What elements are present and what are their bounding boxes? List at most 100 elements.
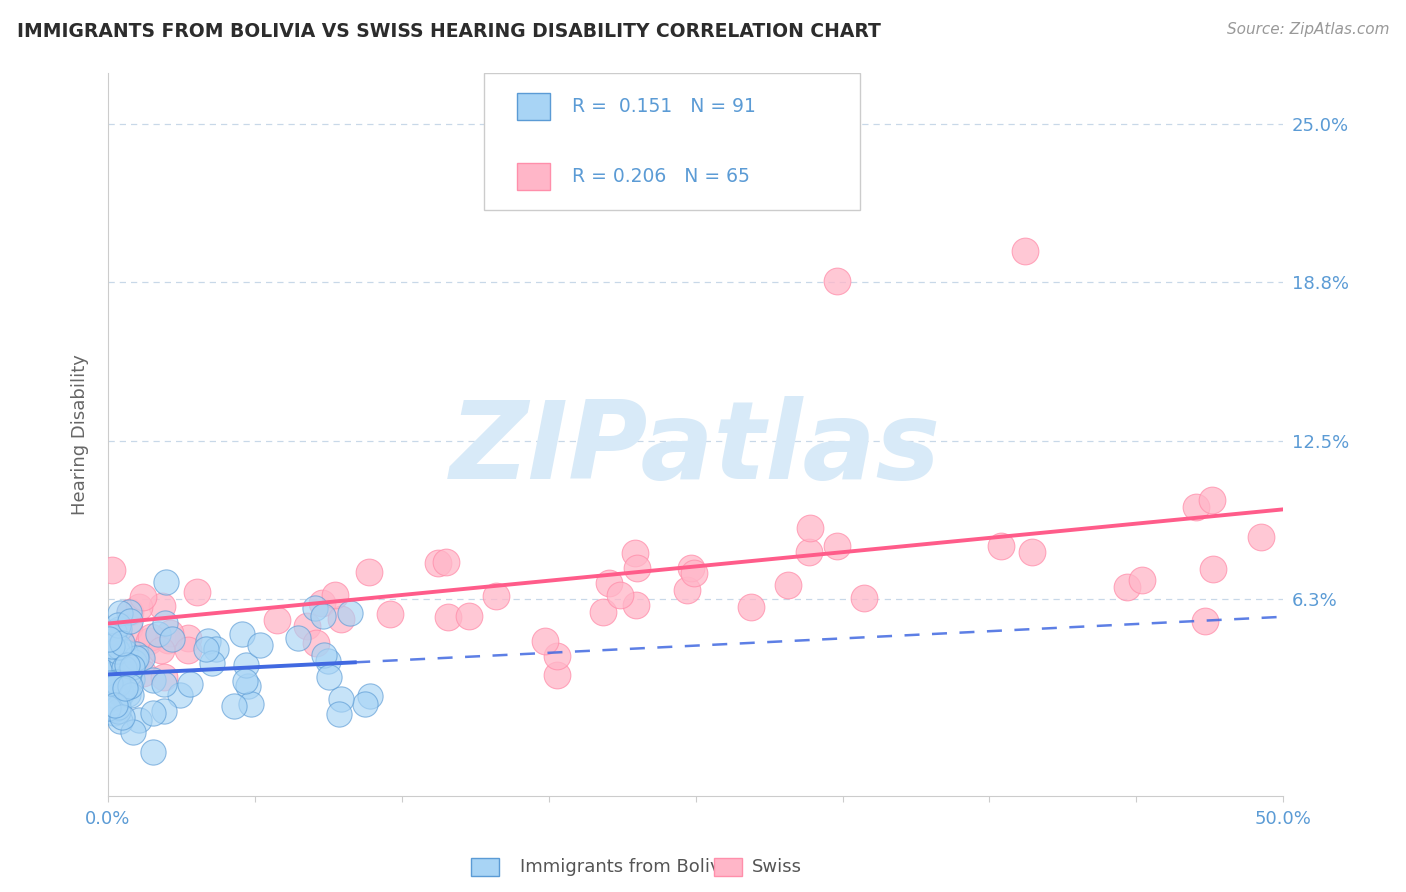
Point [124,651,146,665]
Point [155,616,177,631]
Point [114,645,136,659]
Point [101,695,124,709]
Point [103,657,125,671]
Point [98,681,121,696]
FancyBboxPatch shape [517,93,551,120]
Point [233,674,256,689]
Point [121,660,143,674]
Point [120,678,142,692]
Point [1185,500,1208,514]
Point [990,539,1012,553]
Point [162,632,184,646]
Point [111,683,134,698]
Point [328,706,350,721]
Point [108,686,131,700]
Point [626,561,648,575]
Point [118,605,141,619]
Point [679,561,702,575]
Point [107,704,129,718]
Point [107,627,129,641]
Point [118,605,141,619]
Point [98,651,121,665]
Point [304,601,326,615]
Point [339,607,361,621]
Point [159,626,181,640]
Point [266,613,288,627]
Point [1250,530,1272,544]
Point [110,687,132,701]
Point [118,666,141,681]
Point [120,688,142,702]
Point [305,636,328,650]
Point [235,657,257,672]
Point [316,654,339,668]
Point [142,745,165,759]
Point [142,706,165,720]
Point [110,686,132,700]
Point [117,687,139,701]
Point [121,672,143,686]
Point [153,677,176,691]
Point [740,600,762,615]
Point [108,690,131,705]
Point [107,676,129,690]
Point [104,698,127,712]
Point [485,589,508,603]
Point [111,636,134,650]
Point [103,706,125,720]
Point [128,599,150,614]
Point [105,642,128,657]
Point [103,624,125,639]
Point [378,607,401,622]
Point [155,575,177,590]
Point [148,627,170,641]
Point [118,621,141,635]
Point [98,676,121,690]
Point [122,655,145,669]
Point [111,653,134,667]
Point [609,588,631,602]
Text: Swiss: Swiss [752,858,803,876]
Point [108,633,131,648]
Point [118,614,141,628]
Point [825,274,848,288]
Point [122,724,145,739]
Text: Immigrants from Bolivia: Immigrants from Bolivia [520,858,737,876]
Point [546,667,568,681]
Point [108,606,131,620]
Point [100,627,122,641]
Point [799,520,821,534]
Point [353,698,375,712]
Point [1014,244,1036,258]
Point [329,692,352,706]
Point [141,630,163,644]
Point [186,585,208,599]
Point [132,666,155,681]
Point [434,555,457,569]
Text: IMMIGRANTS FROM BOLIVIA VS SWISS HEARING DISABILITY CORRELATION CHART: IMMIGRANTS FROM BOLIVIA VS SWISS HEARING… [17,22,880,41]
Text: R =  0.151   N = 91: R = 0.151 N = 91 [572,96,755,116]
Point [624,546,647,560]
Point [111,710,134,724]
Point [152,670,174,684]
Point [458,609,481,624]
Point [359,565,381,579]
Point [797,545,820,559]
Point [110,685,132,699]
Point [312,648,335,662]
Point [318,670,340,684]
Point [240,698,263,712]
Point [176,631,198,645]
Point [295,619,318,633]
Point [1202,562,1225,576]
Point [125,647,148,661]
Point [107,618,129,632]
Point [598,576,620,591]
Point [100,639,122,653]
Point [359,689,381,703]
Point [683,566,706,580]
Point [1115,580,1137,594]
Point [1201,492,1223,507]
Point [287,631,309,645]
Point [141,673,163,687]
